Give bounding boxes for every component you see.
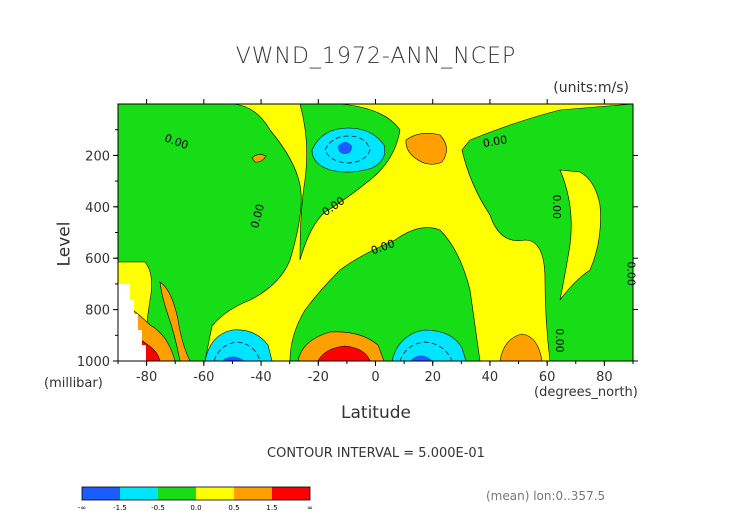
y-axis-unit: (millibar) xyxy=(44,376,103,391)
colorbar-label: -1.5 xyxy=(113,504,127,512)
fill-band-cyan-south-surface xyxy=(204,329,273,361)
colorbar-frame xyxy=(81,486,311,501)
fill-band-orange-antarctic-upper xyxy=(159,281,191,361)
units-label: (units:m/s) xyxy=(553,80,629,96)
x-axis-label: Latitude xyxy=(341,403,411,423)
y-tick-label: 1000 xyxy=(77,355,110,370)
mean-footnote: (mean) lon:0..357.5 xyxy=(486,489,606,503)
y-tick-label: 800 xyxy=(85,304,110,319)
x-axis-unit: (degrees_north) xyxy=(534,385,638,400)
contour-label: 0.00 xyxy=(553,328,566,353)
colorbar-label: ∞ xyxy=(307,504,313,512)
fill-band-blue-south-surface xyxy=(222,356,245,361)
x-tick-label: -80 xyxy=(136,370,157,385)
y-tick-label: 400 xyxy=(85,201,110,216)
x-tick-label: -40 xyxy=(250,370,271,385)
contour-label: 0.00 xyxy=(550,195,563,220)
fill-band-orange-small-south xyxy=(251,154,267,163)
x-tick-label: 0 xyxy=(371,370,379,385)
y-tick-label: 200 xyxy=(85,149,110,164)
axis-ticks-layer: -80 -60 -40 -20 0 20 40 60 80 200 400 600 800 1000 xyxy=(77,99,638,385)
colorbar-swatch xyxy=(272,487,310,500)
colorbar-swatch xyxy=(234,487,272,500)
colorbar-swatch xyxy=(82,487,120,500)
x-tick-label: 80 xyxy=(596,370,613,385)
contour-dashed-south-surface xyxy=(213,341,261,361)
x-tick-label: 60 xyxy=(539,370,556,385)
x-tick-label: 20 xyxy=(424,370,441,385)
contour-label: 0.00 xyxy=(624,261,637,286)
colorbar-swatch xyxy=(158,487,196,500)
chart-title: VWND_1972-ANN_NCEP xyxy=(235,44,517,69)
fill-band-blue-north-surface xyxy=(410,355,433,361)
x-tick-label: 40 xyxy=(482,370,499,385)
colorbar-swatch xyxy=(196,487,234,500)
colorbar-swatch xyxy=(120,487,158,500)
colorbar: -∞ -1.5 -0.5 0.0 0.5 1.5 ∞ xyxy=(78,486,313,512)
missing-data-mask xyxy=(118,284,146,361)
y-tick-label: 600 xyxy=(85,252,110,267)
contour-label: 0.00 xyxy=(248,203,267,230)
contour-label: 0.00 xyxy=(482,133,508,150)
fill-band-orange-midlat-north xyxy=(499,333,543,361)
colorbar-label: -0.5 xyxy=(151,504,165,512)
contour-dashed-upper xyxy=(324,135,371,164)
colorbar-label: 0.0 xyxy=(190,504,201,512)
colorbar-label: 0.5 xyxy=(228,504,239,512)
fill-band-blue-upper xyxy=(338,142,352,154)
colorbar-label: 1.5 xyxy=(266,504,277,512)
contour-dashed-north-surface xyxy=(399,341,453,361)
x-tick-label: -20 xyxy=(308,370,329,385)
fill-band-green-tropical xyxy=(289,227,481,361)
colorbar-label: -∞ xyxy=(78,504,86,512)
fill-band-yellow-north-patch xyxy=(559,169,601,301)
x-tick-label: -60 xyxy=(193,370,214,385)
fill-band-orange-upper-north xyxy=(405,133,447,165)
contour-interval-text: CONTOUR INTERVAL = 5.000E-01 xyxy=(267,446,485,461)
contour-fill-layer xyxy=(118,104,633,361)
fill-band-red-south-surface xyxy=(317,345,371,361)
fill-band-green-north xyxy=(461,104,633,361)
